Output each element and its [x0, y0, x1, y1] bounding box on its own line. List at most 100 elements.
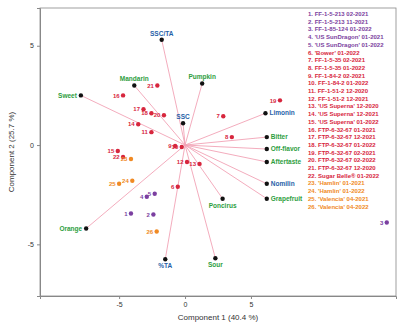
loading-label: Grapefruit	[271, 195, 303, 203]
sample-point[interactable]	[121, 93, 125, 97]
sample-point[interactable]	[385, 220, 389, 224]
tick: 0	[30, 142, 40, 149]
tick-label: 5	[250, 301, 254, 308]
tick: 5	[30, 42, 40, 49]
tick-mark	[37, 244, 40, 245]
legend-entry: 24. 'Hamlin' 01-2022	[308, 188, 365, 194]
loading-point	[159, 38, 163, 42]
sample-point[interactable]	[176, 185, 180, 189]
sample-point[interactable]	[116, 149, 120, 153]
sample-label: 19	[270, 98, 277, 104]
legend-entry: 9. FF-1-84-2 02-2021	[308, 73, 366, 79]
sample-label: 21	[147, 83, 154, 89]
loading-point	[265, 147, 269, 151]
loading-vector	[81, 95, 185, 145]
tick-label: 5	[30, 42, 34, 49]
legend-entry: 22. Sugar Belle® 01-2022	[308, 173, 380, 179]
sample-label: 5	[148, 191, 152, 197]
sample-label: 22	[113, 154, 120, 160]
loading-vector	[86, 145, 185, 228]
sample-label: 3	[380, 220, 384, 226]
legend-entry: 17. FTP-6-32-67 12-2021	[308, 134, 376, 140]
legend-entry: 6. 'Bower' 01-2022	[308, 50, 360, 56]
chart: -505-505Component 1 (40.4 %)Component 2 …	[0, 0, 401, 326]
loading-label: Pumpkin	[188, 73, 215, 81]
sample-point[interactable]	[154, 229, 158, 233]
sample-label: 6	[171, 184, 175, 190]
legend: 1. FF-1-5-213 02-2021 2. FF-1-5-213 11-20…	[308, 11, 384, 210]
sample-point[interactable]	[136, 122, 140, 126]
legend-entry: 1. FF-1-5-213 02-2021	[308, 11, 369, 17]
loading-point	[263, 111, 267, 115]
loading-point	[200, 81, 204, 85]
tick: 0	[184, 296, 188, 308]
tick-mark	[119, 296, 120, 299]
sample-label: 12	[177, 159, 184, 165]
sample-point[interactable]	[153, 192, 157, 196]
sample-point[interactable]	[278, 98, 282, 102]
sample-point[interactable]	[221, 114, 225, 118]
sample-label: 2	[147, 212, 151, 218]
tick-label: 0	[30, 142, 34, 149]
axis-line	[41, 297, 397, 300]
legend-entry: 3. FF-1-85-124 01-2022	[308, 26, 372, 32]
legend-entry: 18. FTP-6-32-67 01-2022	[308, 142, 376, 148]
loading-point	[181, 121, 185, 125]
sample-label: 11	[142, 129, 149, 135]
sample-point[interactable]	[197, 162, 201, 166]
tick: -5	[28, 241, 40, 248]
legend-entry: 11. FF-1-51-2 12-2020	[308, 88, 369, 94]
sample-point[interactable]	[117, 182, 121, 186]
loading-point	[163, 257, 167, 261]
plot-frame	[40, 8, 396, 296]
sample-label: 8	[225, 134, 229, 140]
tick-label: 0	[184, 301, 188, 308]
loading-label: SSC	[176, 113, 190, 120]
legend-entry: 2. FF-1-5-213 11-2021	[308, 19, 369, 25]
legend-entry: 7. FF-1-5-35 02-2021	[308, 57, 366, 63]
sample-point[interactable]	[149, 130, 153, 134]
sample-point[interactable]	[130, 179, 134, 183]
loading-point	[265, 160, 269, 164]
legend-entry: 21. FTP-6-32-67 12-2020	[308, 165, 376, 171]
sample-point[interactable]	[129, 157, 133, 161]
sample-label: 18	[141, 110, 148, 116]
sample-point[interactable]	[230, 135, 234, 139]
sample-point[interactable]	[155, 83, 159, 87]
loading-point	[132, 83, 136, 87]
sample-label: 14	[128, 121, 135, 127]
legend-entry: 16. FTP-6-32-67 01-2021	[308, 127, 376, 133]
loading-vector	[185, 145, 267, 149]
sample-label: 13	[189, 161, 196, 167]
loading-point	[84, 226, 88, 230]
loading-label: Nomilin	[271, 180, 295, 187]
sample-point[interactable]	[180, 145, 184, 149]
legend-entry: 13. 'US Superna' 12-2020	[308, 103, 379, 109]
sample-point[interactable]	[162, 113, 166, 117]
sample-label: 23	[121, 156, 128, 162]
loading-label: Aftertaste	[271, 158, 302, 165]
loading-label: SSC/TA	[150, 30, 174, 37]
legend-entry: 5. 'US SunDragon' 01-2022	[308, 42, 384, 48]
sample-label: 26	[147, 229, 154, 235]
tick-label: -5	[28, 241, 34, 248]
y-axis-title: Component 2 (25.7 %)	[7, 111, 16, 192]
loading-vector	[162, 40, 185, 145]
loading-vector	[185, 113, 265, 145]
tick-mark	[37, 145, 40, 146]
legend-entry: 14. 'US Superna' 12-2021	[308, 111, 379, 117]
x-axis: -505	[41, 296, 397, 308]
sample-label: 7	[216, 113, 220, 119]
loading-label: Orange	[59, 225, 82, 233]
legend-entry: 20. FTP-6-32-67 02-2022	[308, 157, 376, 163]
tick-mark	[37, 46, 40, 47]
marks	[79, 38, 389, 262]
sample-point[interactable]	[129, 211, 133, 215]
sample-label: 17	[133, 106, 140, 112]
loading-vector	[183, 123, 185, 145]
legend-entry: 23. 'Hamlin' 01-2021	[308, 180, 365, 186]
loading-label: Sweet	[58, 92, 78, 99]
sample-point[interactable]	[151, 212, 155, 216]
sample-label: 10	[172, 144, 179, 150]
sample-label: 4	[140, 194, 144, 200]
